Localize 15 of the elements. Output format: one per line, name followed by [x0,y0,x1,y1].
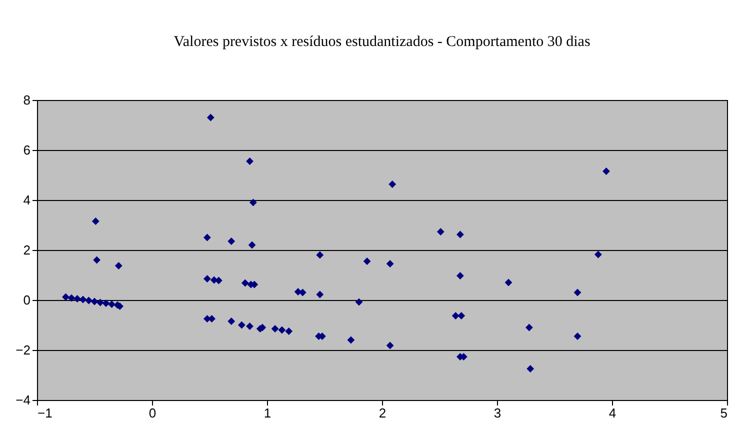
x-tick-label: 5 [720,406,728,420]
y-tick-label: −4 [16,392,30,408]
chart-title: Valores previstos x resíduos estudantizados - Comportamento 30 dias [174,34,590,50]
y-tick-label: 4 [23,192,30,208]
x-tick-label: 2 [378,406,386,420]
y-tick-label: 6 [23,142,30,158]
y-tick-label: 2 [23,242,30,258]
y-tick-label: 0 [23,292,30,308]
y-tick-label: 8 [23,92,30,108]
x-tick-label: 4 [608,406,616,420]
y-tick-label: −2 [16,342,30,358]
x-tick-label: −1 [38,406,52,420]
x-tick-label: 3 [494,406,502,420]
x-tick-label: 0 [148,406,156,420]
x-tick-label: 1 [264,406,272,420]
